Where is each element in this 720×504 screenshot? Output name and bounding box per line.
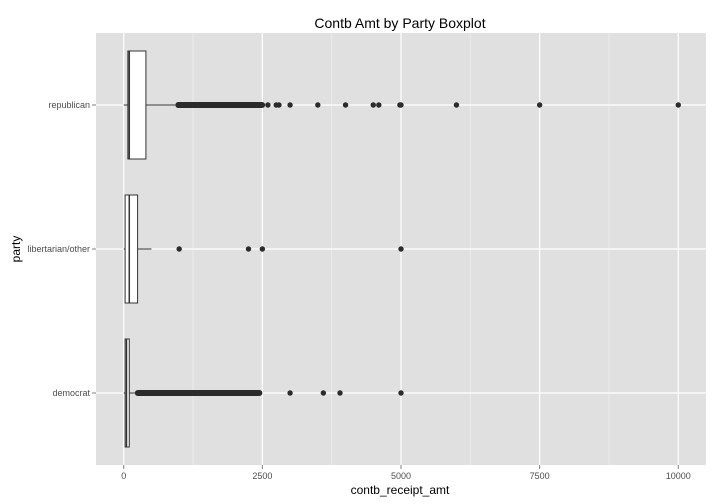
outlier-point <box>675 102 681 108</box>
box-marks <box>123 50 681 448</box>
outlier-point <box>536 102 543 108</box>
outlier-point <box>315 102 321 108</box>
x-tick-label: 5000 <box>391 471 411 481</box>
outlier-point <box>398 246 404 252</box>
box-group-libertarian-other <box>123 194 404 304</box>
outlier-point <box>370 102 376 108</box>
outlier-point <box>287 390 293 396</box>
axis-ticks: 0 2500 5000 7500 10000 republican libertarian/… <box>27 100 690 481</box>
chart-title: Contb Amt by Party Boxplot <box>314 15 485 31</box>
outlier-point <box>287 102 293 108</box>
outlier-point <box>342 102 349 108</box>
outlier-point <box>320 390 327 396</box>
box-group-republican <box>123 50 681 160</box>
x-tick-label: 10000 <box>666 471 691 481</box>
y-tick-label: libertarian/other <box>27 244 90 254</box>
outlier-point <box>398 390 404 396</box>
y-tick-label: republican <box>48 100 90 110</box>
outlier-band <box>175 102 266 108</box>
outlier-point <box>176 246 182 252</box>
outlier-point <box>398 102 404 108</box>
x-tick-label: 0 <box>121 471 126 481</box>
box-group-democrat <box>123 338 404 448</box>
y-tick-label: democrat <box>52 388 90 398</box>
outlier-point <box>337 390 343 396</box>
box <box>127 50 147 160</box>
outlier-point <box>259 246 266 252</box>
outlier-point <box>276 102 282 108</box>
outlier-point <box>245 246 252 252</box>
outlier-point <box>376 102 382 108</box>
box <box>124 194 139 304</box>
outlier-point <box>453 102 460 108</box>
outlier-band <box>134 390 263 396</box>
x-axis-title: contb_receipt_amt <box>351 483 450 497</box>
y-axis-title: party <box>9 236 23 263</box>
x-tick-label: 2500 <box>252 471 272 481</box>
outlier-point <box>265 102 271 108</box>
x-tick-label: 7500 <box>530 471 550 481</box>
